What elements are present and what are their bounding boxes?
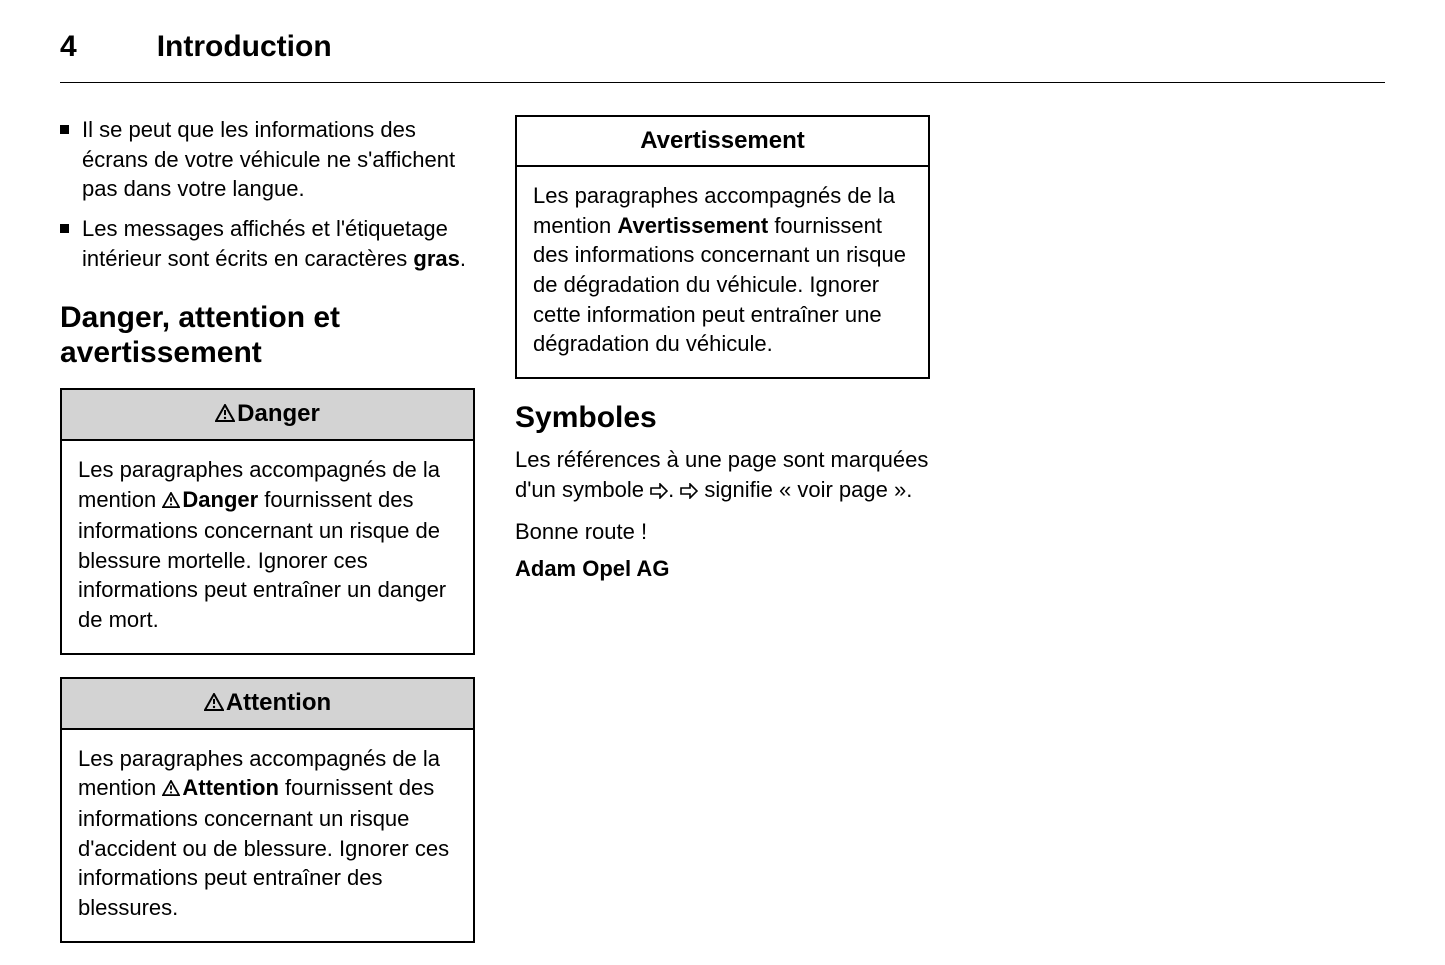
signature-text: Adam Opel AG xyxy=(515,556,930,582)
danger-callout: Danger Les paragraphes accompagnés de la… xyxy=(60,388,475,654)
warning-triangle-icon xyxy=(215,401,235,429)
avertissement-label: Avertissement xyxy=(640,127,805,154)
column-3 xyxy=(970,115,1385,965)
bullet-text-post: . xyxy=(460,246,466,271)
list-item: Les messages affichés et l'étique­tage i… xyxy=(60,214,475,273)
attention-label: Attention xyxy=(226,689,331,716)
avertissement-header: Avertissement xyxy=(517,117,928,167)
column-1: Il se peut que les informations des écra… xyxy=(60,115,475,965)
document-page: 4 Introduction Il se peut que les inform… xyxy=(0,0,1445,965)
avertissement-body-bold: Avertissement xyxy=(617,213,768,238)
danger-header: Danger xyxy=(62,390,473,441)
bullet-text-pre: Les messages affichés et l'étique­tage i… xyxy=(82,216,448,271)
page-number: 4 xyxy=(60,30,77,64)
symboles-heading: Symboles xyxy=(515,401,930,435)
page-reference-arrow-icon xyxy=(650,477,668,507)
attention-header: Attention xyxy=(62,679,473,730)
symboles-text: Les références à une page sont mar­quées… xyxy=(515,445,930,506)
bullet-list: Il se peut que les informations des écra… xyxy=(60,115,475,273)
bonne-route-text: Bonne route ! xyxy=(515,517,930,547)
warning-triangle-icon xyxy=(204,690,224,718)
danger-label: Danger xyxy=(237,400,320,427)
column-2: Avertissement Les paragraphes accompagné… xyxy=(515,115,930,965)
attention-body-bold: Attention xyxy=(182,775,279,800)
symboles-mid: . xyxy=(668,477,680,502)
section-heading: Danger, attention et avertissement xyxy=(60,301,475,370)
page-title: Introduction xyxy=(157,30,332,64)
symboles-post: signifie « voir page ». xyxy=(698,477,912,502)
avertissement-body: Les paragraphes accompagnés de la mentio… xyxy=(517,167,928,377)
page-header: 4 Introduction xyxy=(60,30,1385,83)
bullet-text-bold: gras xyxy=(413,246,459,271)
page-reference-arrow-icon xyxy=(680,477,698,507)
warning-triangle-icon xyxy=(162,774,180,804)
content-columns: Il se peut que les informations des écra… xyxy=(60,115,1385,965)
attention-body: Les paragraphes accompagnés de la mentio… xyxy=(62,730,473,941)
attention-callout: Attention Les paragraphes accompagnés de… xyxy=(60,677,475,943)
avertissement-callout: Avertissement Les paragraphes accompagné… xyxy=(515,115,930,379)
list-item: Il se peut que les informations des écra… xyxy=(60,115,475,204)
bullet-text: Il se peut que les informations des écra… xyxy=(82,117,455,201)
danger-body-bold: Danger xyxy=(182,487,258,512)
danger-body: Les paragraphes accompagnés de la mentio… xyxy=(62,441,473,652)
warning-triangle-icon xyxy=(162,486,180,516)
